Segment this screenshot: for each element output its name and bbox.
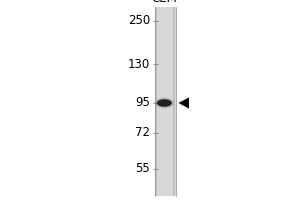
Text: 250: 250 (128, 15, 150, 27)
Bar (173, 7, 176, 196)
Bar (154, 7, 176, 196)
Text: 95: 95 (135, 97, 150, 110)
Ellipse shape (157, 99, 172, 107)
Polygon shape (178, 97, 189, 109)
Text: 130: 130 (128, 58, 150, 71)
Text: CEM: CEM (152, 0, 177, 5)
Bar (154, 7, 157, 196)
Ellipse shape (155, 98, 174, 108)
Text: 72: 72 (135, 127, 150, 140)
Text: 55: 55 (135, 162, 150, 176)
